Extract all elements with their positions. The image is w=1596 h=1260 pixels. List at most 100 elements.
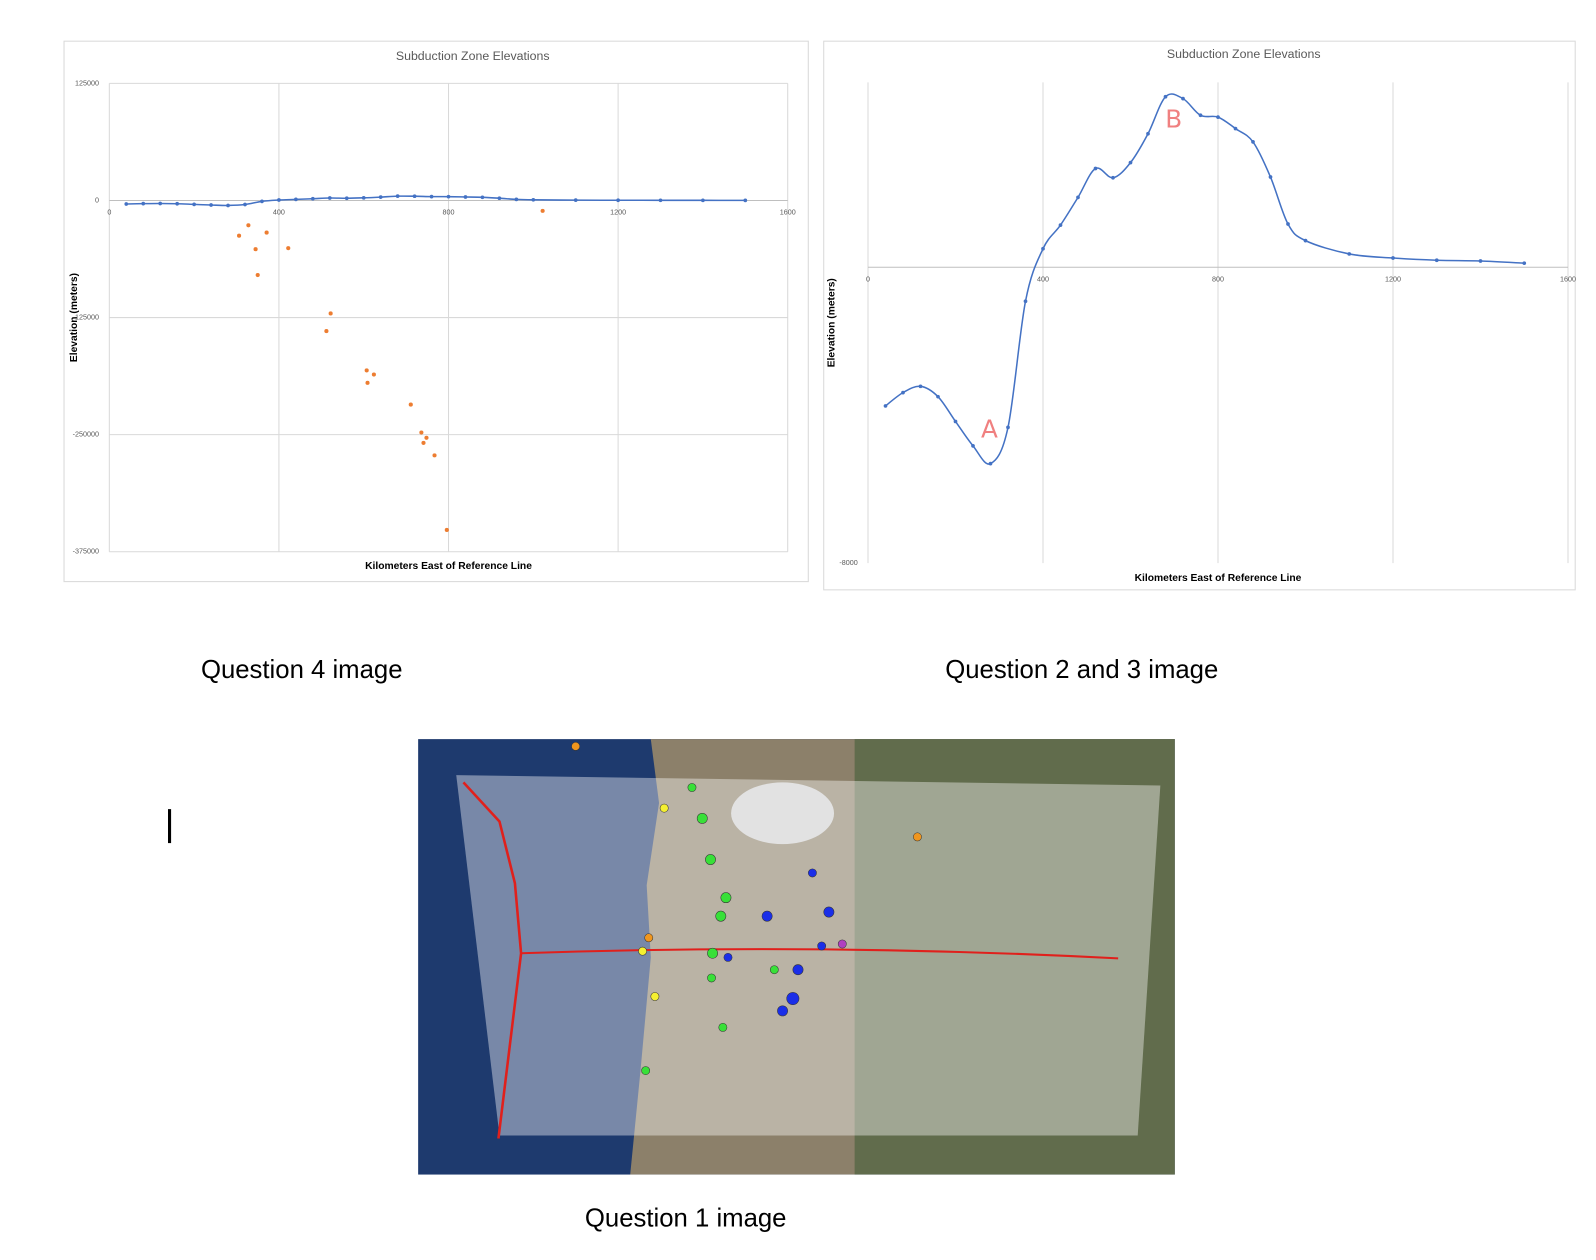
scatter-point [364,368,369,373]
line-point [1233,126,1238,131]
dot [659,803,669,813]
caption: Question 4 image [201,656,403,684]
line-point [310,196,315,201]
x-tick-label: 400 [273,208,285,217]
line-point [1041,246,1045,251]
line-point [226,203,230,208]
dot [720,892,732,904]
chart-title: Subduction Zone Elevations [396,49,550,63]
line-point [1522,261,1527,266]
dot [913,832,922,842]
y-axis-label: Elevation (meters) [69,273,80,362]
vegetation [854,739,1175,1175]
y-axis-label: Elevation (meters) [827,278,838,367]
line-point [1251,140,1255,144]
dot [817,941,827,951]
line-point [918,384,923,389]
scatter-point [264,230,269,235]
scatter-point [365,380,370,385]
dot [707,973,716,983]
map-image [418,739,1175,1175]
line-point [395,194,400,199]
text-cursor [168,809,172,844]
line-point [344,196,349,201]
scatter-point [255,272,260,278]
dot [650,992,660,1001]
quake-dots [571,741,922,1075]
line-point [531,197,536,202]
line-point [1434,258,1439,263]
line-point [192,202,196,207]
x-tick-label: 1600 [780,208,796,217]
line-point [971,444,975,448]
line-point [1076,195,1080,200]
line-point [1347,252,1352,256]
line-point [658,198,663,203]
line-point [361,195,366,200]
line-point [1198,113,1203,118]
scatter-point [540,208,545,213]
line-point [1111,175,1115,180]
y-tick-label: 0 [95,195,99,204]
line-point [953,419,958,424]
line-point [1058,223,1063,227]
scatter-point [432,453,437,458]
dot [644,933,654,943]
x-tick-label: 800 [1212,275,1224,284]
line-point [209,203,213,207]
overlay [456,775,1161,1136]
scatter-point [324,329,329,334]
line-point [1286,222,1290,226]
x-axis-label: Kilometers East of Reference Line [1135,573,1302,584]
line-point [573,198,578,202]
dot [696,812,708,824]
dot [837,939,847,949]
line-point [616,198,620,203]
scatter-point [253,247,258,252]
line-point [1128,160,1133,165]
dot [715,910,727,922]
line-point [1216,115,1220,119]
x-tick-label: 1200 [610,208,626,217]
y-tick-label: -8000 [839,558,857,567]
scatter-point [444,527,449,532]
line-point [1268,175,1273,179]
x-axis-label: Kilometers East of Reference Line [365,561,532,572]
x-tick-label: 0 [107,208,111,217]
chart-frame [63,40,809,583]
line-point [412,194,417,199]
line-point [1006,425,1010,430]
x-tick-label: 1600 [1560,275,1576,284]
annotation: B [1165,104,1182,133]
line-point [378,195,383,199]
line-point [158,201,163,206]
scatter-point [371,372,376,377]
line-point [743,198,748,203]
line-point [883,404,888,408]
line-point [514,197,519,202]
caption: Question 2 and 3 image [945,656,1218,684]
x-tick-label: 800 [443,208,455,217]
scatter-point [237,233,242,238]
dot [777,1005,788,1017]
line-point [1093,166,1098,171]
dot [705,854,716,865]
scatter-point [328,311,333,316]
x-tick-label: 1200 [1385,275,1401,284]
line-point [1391,256,1395,260]
annotation: A [981,414,998,443]
chart-frame [823,40,1576,591]
scatter-point [421,440,426,445]
scatter-point [424,435,429,440]
dot [769,965,779,975]
line-point [124,202,129,206]
line-point [901,390,905,395]
y-tick-label: 125000 [75,78,99,87]
dot [641,1066,651,1075]
line-point [260,199,264,204]
line-point [429,194,434,199]
dot [723,952,733,962]
scatter-point [286,246,291,251]
chart-title: Subduction Zone Elevations [1167,47,1321,61]
